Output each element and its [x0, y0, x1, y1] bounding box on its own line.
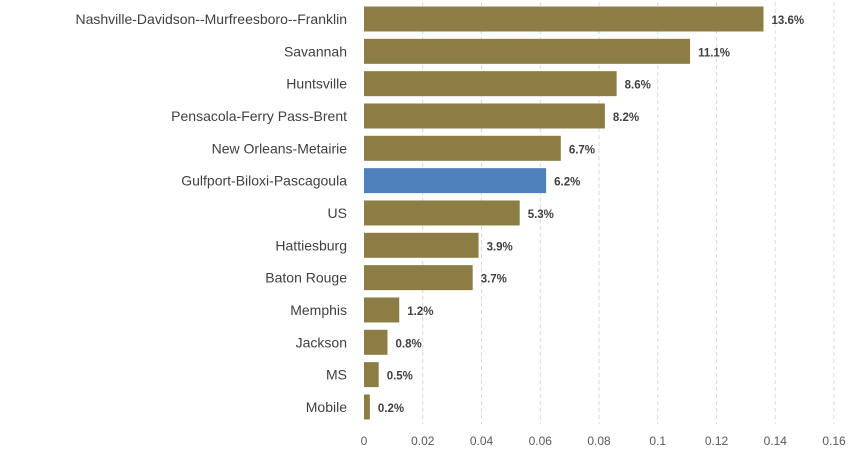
- x-tick-label-2: 0.04: [470, 434, 494, 448]
- category-label-9: Memphis: [290, 302, 347, 318]
- value-label-12: 0.2%: [378, 403, 404, 415]
- bar-3: [364, 103, 605, 129]
- x-tick-label-3: 0.06: [529, 434, 553, 448]
- bar-12: [364, 394, 370, 420]
- category-label-4: New Orleans-Metairie: [212, 140, 348, 156]
- value-label-8: 3.7%: [481, 274, 507, 286]
- category-label-6: US: [328, 205, 347, 221]
- category-label-8: Baton Rouge: [265, 270, 347, 286]
- value-label-6: 5.3%: [528, 209, 554, 221]
- value-label-10: 0.8%: [396, 338, 422, 350]
- bar-8: [364, 265, 473, 291]
- category-label-0: Nashville-Davidson--Murfreesboro--Frankl…: [75, 11, 347, 27]
- bar-10: [364, 329, 388, 355]
- category-label-10: Jackson: [296, 334, 347, 350]
- x-axis-tick-labels: 0 0.02 0.04 0.06 0.08 0.1 0.12 0.14 0.16: [361, 434, 846, 448]
- value-label-7: 3.9%: [487, 241, 513, 253]
- value-label-1: 11.1%: [698, 47, 730, 59]
- bar-9: [364, 297, 400, 323]
- value-label-4: 6.7%: [569, 144, 595, 156]
- category-label-5: Gulfport-Biloxi-Pascagoula: [181, 173, 347, 189]
- x-tick-label-7: 0.14: [764, 434, 788, 448]
- x-tick-label-5: 0.1: [649, 434, 666, 448]
- value-label-5: 6.2%: [554, 177, 580, 189]
- x-tick-label-1: 0.02: [411, 434, 435, 448]
- bar-5: [364, 168, 547, 194]
- x-tick-label-0: 0: [361, 434, 368, 448]
- bar-0: [364, 6, 764, 32]
- value-label-2: 8.6%: [625, 80, 651, 92]
- category-labels: Nashville-Davidson--Murfreesboro--Frankl…: [75, 11, 347, 415]
- value-labels: 13.6% 11.1% 8.6% 8.2% 6.7% 6.2% 5.3% 3.9% 3.7% 1.…: [378, 15, 804, 415]
- bar-4: [364, 135, 561, 161]
- value-label-0: 13.6%: [772, 15, 805, 27]
- bar-2: [364, 71, 617, 97]
- value-label-3: 8.2%: [613, 112, 639, 124]
- bar-1: [364, 38, 691, 64]
- bars: [364, 6, 764, 420]
- bar-11: [364, 362, 379, 388]
- category-label-1: Savannah: [284, 43, 347, 59]
- x-tick-label-8: 0.16: [822, 434, 846, 448]
- category-label-11: MS: [326, 367, 347, 383]
- value-label-11: 0.5%: [387, 371, 413, 383]
- x-tick-label-6: 0.12: [705, 434, 729, 448]
- bar-6: [364, 200, 520, 226]
- category-label-12: Mobile: [306, 399, 347, 415]
- category-label-2: Huntsville: [286, 76, 347, 92]
- category-label-7: Hattiesburg: [275, 237, 347, 253]
- x-tick-label-4: 0.08: [587, 434, 611, 448]
- category-label-3: Pensacola-Ferry Pass-Brent: [171, 108, 347, 124]
- value-label-9: 1.2%: [407, 306, 433, 318]
- bar-7: [364, 232, 479, 258]
